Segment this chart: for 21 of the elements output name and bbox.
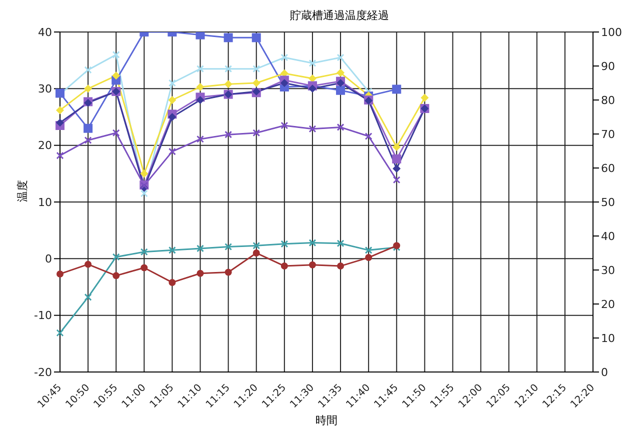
y2-tick-label: 100: [601, 26, 622, 39]
y-tick-label: 40: [38, 26, 52, 39]
y-tick-label: -20: [34, 366, 52, 379]
chart-title: 貯蔵槽通過温度経過: [289, 8, 390, 24]
y2-tick-label: 10: [601, 332, 615, 345]
x-axis-title: 時間: [316, 414, 338, 427]
y2-tick-label: 40: [601, 230, 615, 243]
y2-tick-label: 30: [601, 264, 615, 277]
y-tick-label: 30: [38, 82, 52, 96]
y-tick-label: 20: [38, 139, 52, 152]
y2-tick-label: 70: [601, 128, 615, 141]
y2-tick-label: 80: [601, 94, 615, 107]
y2-tick-label: 90: [601, 60, 615, 73]
y-tick-label: -10: [34, 309, 52, 322]
y-axis-title: 温度: [16, 180, 29, 202]
y-tick-label: 10: [38, 196, 52, 209]
y-tick-label: 0: [45, 252, 52, 266]
y2-tick-label: 0: [601, 366, 608, 379]
y2-tick-label: 60: [601, 162, 615, 175]
y2-tick-label: 20: [601, 298, 615, 311]
y2-tick-label: 50: [601, 196, 615, 209]
